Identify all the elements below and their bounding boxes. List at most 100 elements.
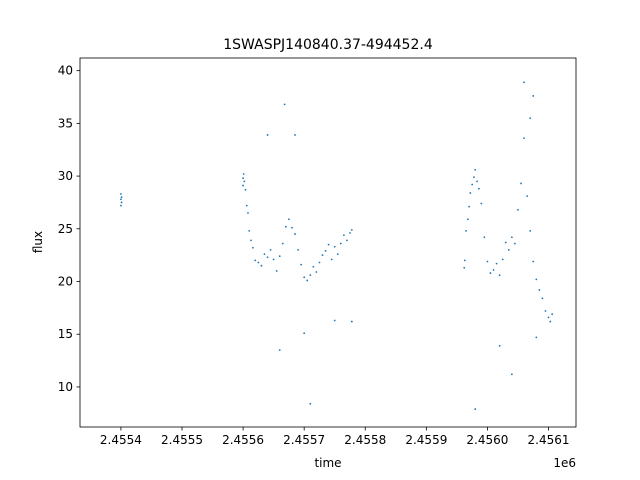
x-axis: 2.4554 2.4555 2.4556 2.4557 2.4558 2.4559 2.45… xyxy=(100,427,570,447)
data-point xyxy=(275,270,278,272)
x-tick-label: 2.4556 xyxy=(222,433,264,447)
data-point xyxy=(257,261,260,264)
data-point xyxy=(471,183,474,186)
data-point xyxy=(473,176,475,179)
data-point xyxy=(483,236,486,239)
x-tick-label: 2.4561 xyxy=(528,433,570,447)
data-point xyxy=(266,134,269,136)
data-point xyxy=(312,265,315,268)
data-point xyxy=(269,248,272,251)
data-points xyxy=(120,81,554,410)
data-point xyxy=(469,192,472,194)
data-point xyxy=(243,180,246,183)
data-point xyxy=(507,248,510,251)
data-point xyxy=(294,233,296,235)
data-point xyxy=(297,248,299,251)
x-tick-label: 2.4560 xyxy=(466,433,508,447)
data-point xyxy=(510,236,513,239)
x-tick-label: 2.4557 xyxy=(283,433,325,447)
data-point xyxy=(284,225,287,228)
data-point xyxy=(523,81,525,84)
data-point xyxy=(465,230,467,232)
y-tick-label: 10 xyxy=(58,380,73,394)
data-point xyxy=(510,373,513,376)
data-point xyxy=(523,137,525,140)
data-point xyxy=(474,408,477,410)
data-point xyxy=(526,195,529,198)
data-point xyxy=(529,117,532,119)
data-point xyxy=(551,313,554,316)
data-point xyxy=(336,253,339,256)
data-point xyxy=(318,261,321,264)
data-point xyxy=(278,255,281,258)
data-point xyxy=(529,230,532,232)
data-point xyxy=(315,271,318,273)
data-point xyxy=(288,218,290,221)
y-tick-label: 15 xyxy=(58,327,73,341)
data-point xyxy=(547,316,550,319)
data-point xyxy=(306,279,309,282)
data-point xyxy=(350,228,353,231)
data-point xyxy=(492,269,495,271)
data-point xyxy=(349,232,351,234)
data-point xyxy=(324,250,327,252)
data-point xyxy=(333,245,336,248)
data-point xyxy=(532,260,535,263)
data-point xyxy=(254,259,257,262)
data-point xyxy=(300,263,303,266)
data-point xyxy=(520,182,522,185)
data-point xyxy=(263,253,266,256)
data-point xyxy=(501,258,504,261)
data-point xyxy=(248,230,251,232)
data-point xyxy=(535,278,538,281)
x-tick-label: 2.4554 xyxy=(100,433,142,447)
data-point xyxy=(495,262,498,265)
data-point xyxy=(309,274,312,277)
y-tick-label: 40 xyxy=(58,64,73,78)
data-point xyxy=(476,180,478,183)
x-tick-label: 2.4559 xyxy=(405,433,447,447)
data-point xyxy=(303,276,306,279)
data-point xyxy=(242,177,244,180)
data-point xyxy=(477,187,480,190)
data-point xyxy=(242,173,245,175)
x-tick-label: 2.4558 xyxy=(344,433,386,447)
data-point xyxy=(266,256,269,259)
data-point xyxy=(468,205,470,208)
data-point xyxy=(463,259,466,262)
data-point xyxy=(245,204,248,207)
chart-title: 1SWASPJ140840.37-494452.4 xyxy=(223,37,433,53)
data-point xyxy=(333,319,336,322)
data-point xyxy=(294,134,296,136)
data-point xyxy=(350,320,353,323)
data-point xyxy=(498,274,501,277)
data-point xyxy=(346,239,348,242)
data-point xyxy=(272,258,275,261)
y-tick-label: 30 xyxy=(58,169,73,183)
x-axis-label: time xyxy=(314,456,341,470)
data-point xyxy=(281,242,284,245)
data-point xyxy=(514,242,516,245)
data-point xyxy=(291,226,293,229)
data-point xyxy=(303,332,306,335)
y-axis: 10 15 20 25 30 35 40 xyxy=(58,64,80,394)
data-point xyxy=(532,95,535,97)
data-point xyxy=(480,202,483,205)
data-point xyxy=(541,297,544,300)
data-point xyxy=(498,344,501,347)
data-point xyxy=(474,168,477,171)
data-point xyxy=(321,254,324,257)
data-point xyxy=(120,198,122,201)
data-point xyxy=(120,201,123,204)
data-point xyxy=(260,264,263,267)
plot-area-frame xyxy=(79,57,577,428)
x-tick-label: 2.4555 xyxy=(161,433,203,447)
data-point xyxy=(283,103,286,106)
y-tick-label: 20 xyxy=(58,275,73,289)
data-point xyxy=(517,208,519,211)
data-point xyxy=(309,402,312,405)
data-point xyxy=(251,246,254,249)
data-point xyxy=(538,289,541,291)
data-point xyxy=(489,272,492,274)
data-point xyxy=(339,242,342,245)
